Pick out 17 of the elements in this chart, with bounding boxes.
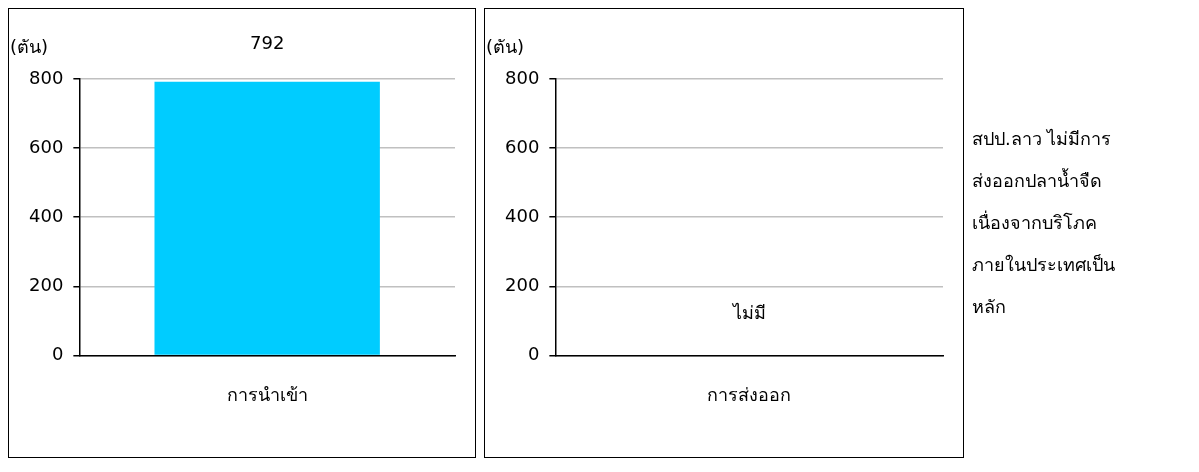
data-label: 792 xyxy=(250,32,285,54)
x-tick-label: การนำเข้า xyxy=(226,383,308,405)
text: สปป.ลาว ไม่มีการส่งออกปลาน้ำจืด เนื่องจากบริโภคภายในประเทศเป็นหลัก xyxy=(972,127,1116,319)
y-axis-title: (ตัน) xyxy=(9,35,49,57)
y-tick-label: 0 xyxy=(51,343,64,365)
y-tick-label: 0 xyxy=(527,343,540,365)
y-tick-label: 400 xyxy=(29,204,64,226)
annotation: ไม่มี xyxy=(730,301,766,323)
y-tick-label: 800 xyxy=(29,66,64,88)
y-tick-label: 600 xyxy=(505,135,540,157)
y-axis-title: (ตัน) xyxy=(485,35,525,57)
y-tick-label: 200 xyxy=(29,273,64,295)
y-tick-label: 600 xyxy=(29,135,64,157)
y-tick-label: 200 xyxy=(505,273,540,295)
x-tick-label: การส่งออก xyxy=(707,383,792,405)
y-tick-label: 400 xyxy=(505,204,540,226)
y-tick-label: 800 xyxy=(505,66,540,88)
